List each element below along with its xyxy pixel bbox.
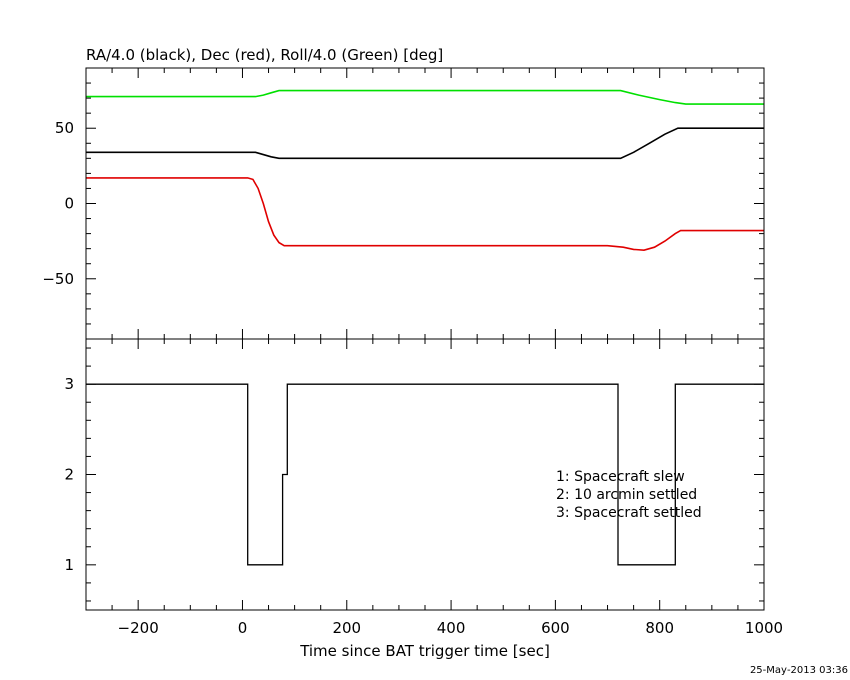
bottom-series-group	[86, 383, 764, 566]
series-line-dec	[86, 177, 764, 252]
timestamp: 25‑May‑2013 03:36	[750, 665, 848, 676]
series-line-ra	[86, 127, 764, 160]
top-chart-title: RA/4.0 (black), Dec (red), Roll/4.0 (Gre…	[86, 46, 443, 64]
bottom-xtick-label: 1000	[745, 619, 783, 637]
bottom-ytick-label: 3	[64, 375, 74, 393]
bottom-xtick-label: 800	[645, 619, 674, 637]
series-line-status	[86, 383, 764, 566]
legend-entry-2: 2: 10 arcmin settled	[556, 487, 697, 503]
bottom-xtick-labels: −200 0 200 400 600 800 1000	[118, 619, 784, 637]
bottom-ytick-labels: 3 2 1	[64, 375, 74, 574]
top-series-group	[86, 89, 764, 252]
top-panel: 50 0 −50	[42, 68, 765, 339]
bottom-ytick-label: 2	[64, 466, 74, 484]
series-line-roll	[86, 89, 764, 105]
top-ytick-label: −50	[42, 270, 74, 288]
bottom-xtick-label: 0	[238, 619, 248, 637]
top-ytick-label: 50	[55, 119, 74, 137]
top-ticks-group	[85, 68, 765, 339]
x-axis-label: Time since BAT trigger time [sec]	[299, 642, 550, 660]
bottom-xtick-label: 200	[332, 619, 361, 637]
legend-entry-3: 3: Spacecraft settled	[556, 505, 702, 521]
legend-entry-1: 1: Spacecraft slew	[556, 469, 685, 485]
bottom-ytick-label: 1	[64, 556, 74, 574]
legend: 1: Spacecraft slew 2: 10 arcmin settled …	[556, 469, 702, 521]
bottom-xtick-label: 400	[437, 619, 466, 637]
bottom-xtick-label: −200	[118, 619, 159, 637]
bottom-xtick-label: 600	[541, 619, 570, 637]
bottom-panel: 3 2 1 −200 0 200 400 600 800 1000	[64, 339, 783, 637]
top-ytick-label: 0	[64, 195, 74, 213]
top-ytick-labels: 50 0 −50	[42, 119, 74, 288]
